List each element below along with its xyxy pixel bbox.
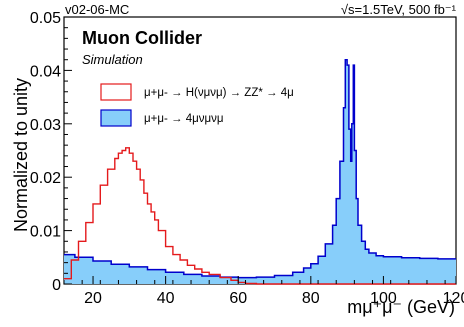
- x-axis-title: mμ⁺μ⁻ (GeV): [347, 297, 455, 317]
- software-version-label: v02-06-MC: [65, 2, 129, 17]
- series-layer: [64, 58, 456, 285]
- legend-label-higgs: μ+μ- → H(νμνμ) → ZZ* → 4μ: [144, 87, 294, 99]
- x-tick-label: 40: [157, 290, 175, 307]
- x-tick-label: 80: [302, 290, 320, 307]
- legend-swatch-higgs: [100, 83, 132, 101]
- x-tick-label: 20: [84, 290, 102, 307]
- simulation-label: Simulation: [82, 52, 143, 67]
- y-axis-title: Normalized to unity: [11, 78, 31, 232]
- collider-title: Muon Collider: [82, 28, 202, 48]
- axis-layer: 20 40 60 80 100 120 0 0.01 0.02 0.03 0.04 0.05: [30, 10, 464, 307]
- y-tick-label: 0.03: [30, 117, 61, 134]
- legend-label-background: μ+μ- → 4μνμνμ: [144, 113, 223, 125]
- y-tick-label: 0.05: [30, 10, 61, 27]
- x-tick-label: 100: [370, 290, 397, 307]
- y-tick-label: 0: [52, 277, 61, 294]
- y-tick-label: 0.04: [30, 63, 61, 80]
- energy-luminosity-label: √s=1.5TeV, 500 fb⁻¹: [341, 2, 457, 17]
- y-tick-label: 0.02: [30, 170, 61, 187]
- series-background-line: [64, 58, 456, 279]
- x-tick-label: 60: [229, 290, 247, 307]
- series-background-fill: [64, 59, 456, 285]
- x-tick-label: 120: [443, 290, 464, 307]
- y-tick-label: 0.01: [30, 224, 61, 241]
- legend-swatch-background: [100, 109, 132, 127]
- legend: μ+μ- → H(νμνμ) → ZZ* → 4μ μ+μ- → 4μνμνμ: [100, 83, 294, 127]
- series-higgs-line: [64, 147, 456, 285]
